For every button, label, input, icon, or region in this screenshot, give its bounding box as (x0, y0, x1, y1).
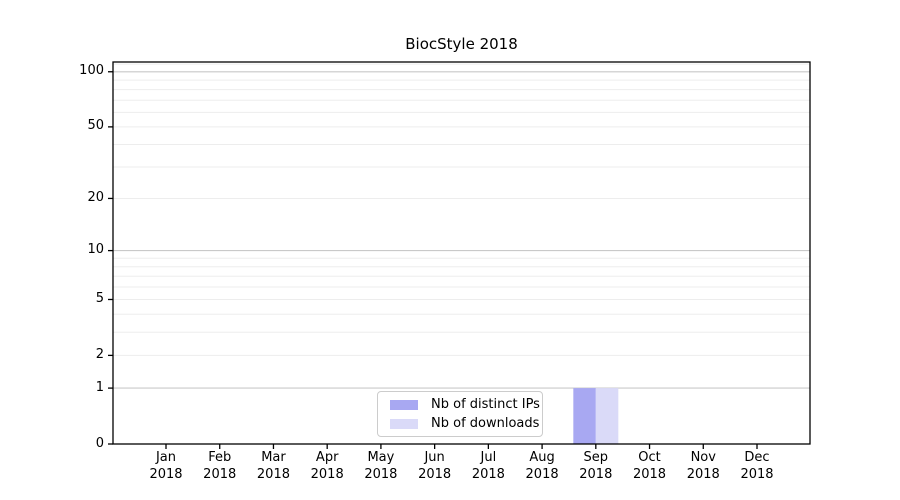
x-tick-month: Oct (638, 450, 661, 465)
x-tick-label: May 2018 (346, 449, 416, 483)
legend-item-distinct-ips: Nb of distinct IPs (390, 397, 542, 412)
legend-swatch-downloads-icon (390, 418, 418, 429)
y-tick-label: 0 (95, 435, 104, 451)
x-tick-month: Nov (690, 450, 716, 465)
x-tick-label: Apr 2018 (292, 449, 362, 483)
x-tick-year: 2018 (310, 467, 344, 482)
plot-border (112, 61, 811, 445)
y-tick-label: 1 (95, 379, 104, 395)
x-tick-month: Sep (583, 450, 609, 465)
x-tick-month: Apr (315, 450, 339, 465)
x-tick-month: May (367, 450, 395, 465)
x-tick-year: 2018 (471, 467, 505, 482)
x-tick-year: 2018 (579, 467, 613, 482)
x-tick-label: Oct 2018 (615, 449, 685, 483)
x-tick-month: Jul (480, 450, 497, 465)
y-tick-label: 5 (95, 290, 104, 306)
x-tick-label: Jun 2018 (400, 449, 470, 483)
x-tick-label: Jan 2018 (131, 449, 201, 483)
x-tick-month: Dec (744, 450, 770, 465)
legend-item-downloads: Nb of downloads (390, 416, 542, 431)
legend: Nb of distinct IPs Nb of downloads (377, 391, 543, 437)
x-tick-year: 2018 (740, 467, 774, 482)
x-tick-year: 2018 (418, 467, 452, 482)
x-tick-month: Jan (155, 450, 177, 465)
x-tick-month: Feb (208, 450, 232, 465)
y-tick-label: 20 (87, 189, 104, 205)
y-tick-label: 100 (79, 63, 104, 79)
x-tick-year: 2018 (149, 467, 183, 482)
legend-label-distinct-ips: Nb of distinct IPs (431, 397, 540, 412)
x-tick-label: Dec 2018 (722, 449, 792, 483)
x-tick-label: Feb 2018 (185, 449, 255, 483)
y-tick-label: 10 (87, 242, 104, 258)
x-tick-month: Mar (261, 450, 286, 465)
y-tick-label: 2 (95, 346, 104, 362)
x-tick-year: 2018 (632, 467, 667, 482)
x-tick-year: 2018 (256, 467, 290, 482)
x-tick-label: Mar 2018 (238, 449, 308, 483)
y-tick-label: 50 (87, 118, 104, 134)
chart-title: BiocStyle 2018 (405, 35, 518, 53)
bar-distinct-ips (573, 388, 596, 444)
x-tick-month: Jun (424, 450, 445, 465)
x-tick-year: 2018 (364, 467, 398, 482)
bar-downloads (595, 388, 619, 444)
x-tick-year: 2018 (525, 467, 559, 482)
x-tick-label: Jul 2018 (453, 449, 523, 483)
x-tick-label: Aug 2018 (507, 449, 577, 483)
x-tick-label: Nov 2018 (668, 449, 738, 483)
legend-swatch-distinct-ips-icon (390, 399, 418, 410)
x-tick-label: Sep 2018 (561, 449, 631, 483)
legend-label-downloads: Nb of downloads (431, 416, 540, 431)
x-tick-year: 2018 (203, 467, 237, 482)
x-tick-year: 2018 (686, 467, 720, 482)
x-tick-month: Aug (529, 450, 555, 465)
